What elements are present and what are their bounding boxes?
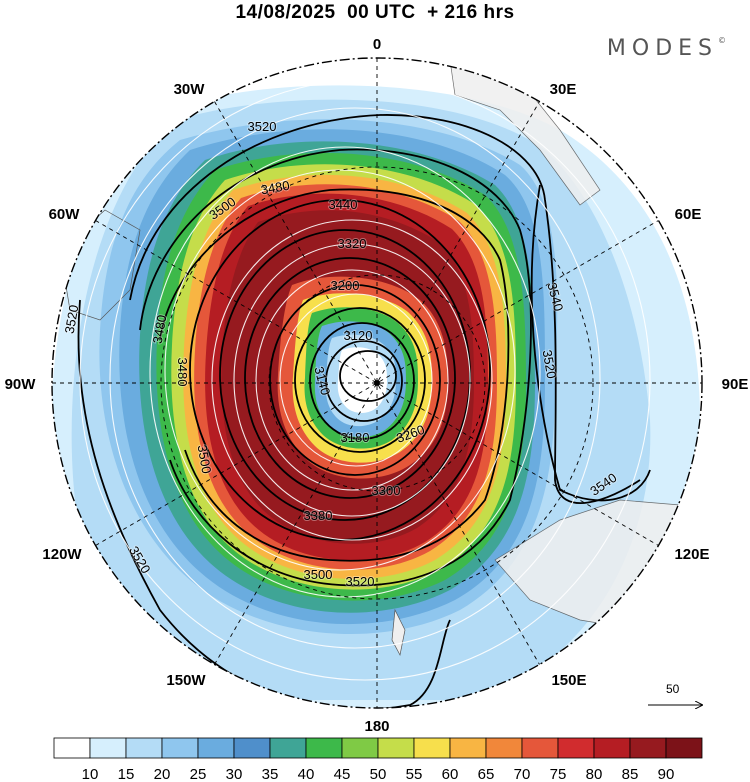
contour-label: 3440 [329, 197, 358, 212]
lon-label-30e: 30E [550, 81, 577, 98]
lon-label-150w: 150W [166, 672, 206, 689]
streamline [79, 79, 651, 681]
lon-label-180: 180 [364, 718, 389, 735]
contour-label: 3480 [175, 358, 190, 387]
contour-label: 3140 [311, 365, 333, 397]
colorbar-label: 45 [334, 766, 351, 782]
streamline [211, 219, 493, 541]
lon-label-150e: 150E [551, 672, 586, 689]
polar-map: 0 30E 60E 90E 120E 150E 180 150W 120W 90… [5, 36, 749, 735]
contour-label: 3500 [195, 444, 215, 475]
colorbar-label: 35 [262, 766, 279, 782]
pole-marker [374, 380, 380, 386]
colorbar-swatch [521, 737, 559, 759]
copyright-mark: © [718, 36, 726, 45]
colorbar-swatch [233, 737, 271, 759]
contour-label: 3520 [346, 574, 375, 589]
colorbar-label: 30 [226, 766, 243, 782]
contour-label: 3520 [540, 349, 560, 380]
colorbar-label: 55 [406, 766, 423, 782]
wind-streamlines [79, 79, 651, 681]
modes-logo: MODES© [607, 36, 726, 61]
contour-3180 [309, 322, 415, 440]
map-boundary [51, 57, 703, 709]
contour-label: 3520 [248, 119, 277, 134]
streamline [255, 269, 449, 491]
colorbar-swatch [269, 737, 307, 759]
colorbar-swatch [413, 737, 451, 759]
graticule [52, 58, 702, 708]
colorbar-swatch [485, 737, 523, 759]
lon-label-60e: 60E [675, 206, 702, 223]
colorbar-label: 90 [658, 766, 675, 782]
contour-label: 3320 [338, 236, 367, 251]
colorbar-label: 25 [190, 766, 207, 782]
lon-label-90w: 90W [5, 376, 37, 393]
contour-label: 3180 [341, 430, 370, 445]
lon-label-120w: 120W [42, 546, 82, 563]
colorbar-swatch [377, 737, 415, 759]
contour-3480 [159, 188, 510, 562]
colorbar-label: 10 [82, 766, 99, 782]
south-america-landmass [59, 209, 141, 321]
colorbar-swatch [593, 737, 631, 759]
colorbar-label: 15 [118, 766, 135, 782]
contour-label: 3500 [304, 567, 333, 582]
longitude-labels: 0 30E 60E 90E 120E 150E 180 150W 120W 90… [5, 36, 749, 735]
colorbar-swatch [53, 737, 91, 759]
contour-3520-outer [129, 114, 641, 504]
streamline [233, 243, 471, 517]
colorbar-label: 70 [514, 766, 531, 782]
contour-3260 [269, 284, 441, 476]
colorbar-swatch [629, 737, 667, 759]
colorbar-swatch [161, 737, 199, 759]
contour-3120 [339, 350, 397, 402]
colorbar-label: 80 [586, 766, 603, 782]
contour-3500 [139, 148, 532, 587]
new-zealand-landmass [391, 608, 406, 657]
contour-label: 3120 [344, 328, 373, 343]
contour-label: 3480 [260, 178, 291, 198]
colorbar-swatch [449, 737, 487, 759]
lon-label-120e: 120E [674, 546, 709, 563]
contour-3440 [189, 199, 491, 541]
colorbar-swatch [89, 737, 127, 759]
lon-label-0: 0 [373, 36, 381, 53]
lon-label-60w: 60W [49, 206, 81, 223]
colorbar-swatch [197, 737, 235, 759]
colorbar-swatch [305, 737, 343, 759]
colorbar-label: 20 [154, 766, 171, 782]
latitude-circle [160, 166, 594, 600]
lon-label-30w: 30W [174, 81, 206, 98]
colorbar-label: 50 [370, 766, 387, 782]
colorbar-label: 60 [442, 766, 459, 782]
contour-label: 3300 [372, 483, 401, 498]
colorbar-label: 40 [298, 766, 315, 782]
chart-title: 14/08/2025 00 UTC + 216 hrs [235, 2, 515, 23]
colorbar-swatch [557, 737, 595, 759]
colorbar-label: 85 [622, 766, 639, 782]
contour-3320 [244, 257, 456, 499]
colorbar-label: 65 [478, 766, 495, 782]
colorbar-label: 75 [550, 766, 567, 782]
colorbar-swatch [125, 737, 163, 759]
brand-text: MODES [606, 36, 718, 61]
lon-label-90e: 90E [722, 376, 749, 393]
contour-3140 [325, 340, 403, 422]
streamline [164, 169, 516, 571]
contour-label: 3380 [304, 508, 333, 523]
contour-label: 3200 [331, 278, 360, 293]
colorbar-swatch [341, 737, 379, 759]
streamline [109, 107, 601, 649]
vector-reference-value: 50 [666, 682, 680, 696]
contour-3200 [294, 307, 426, 453]
contour-label: 3480 [150, 314, 170, 345]
contour-3540 [530, 184, 651, 502]
colorbar-swatch [665, 737, 703, 759]
contour-label: 3520 [62, 304, 82, 335]
streamline [279, 293, 433, 467]
wind-band-10-core [337, 347, 387, 413]
